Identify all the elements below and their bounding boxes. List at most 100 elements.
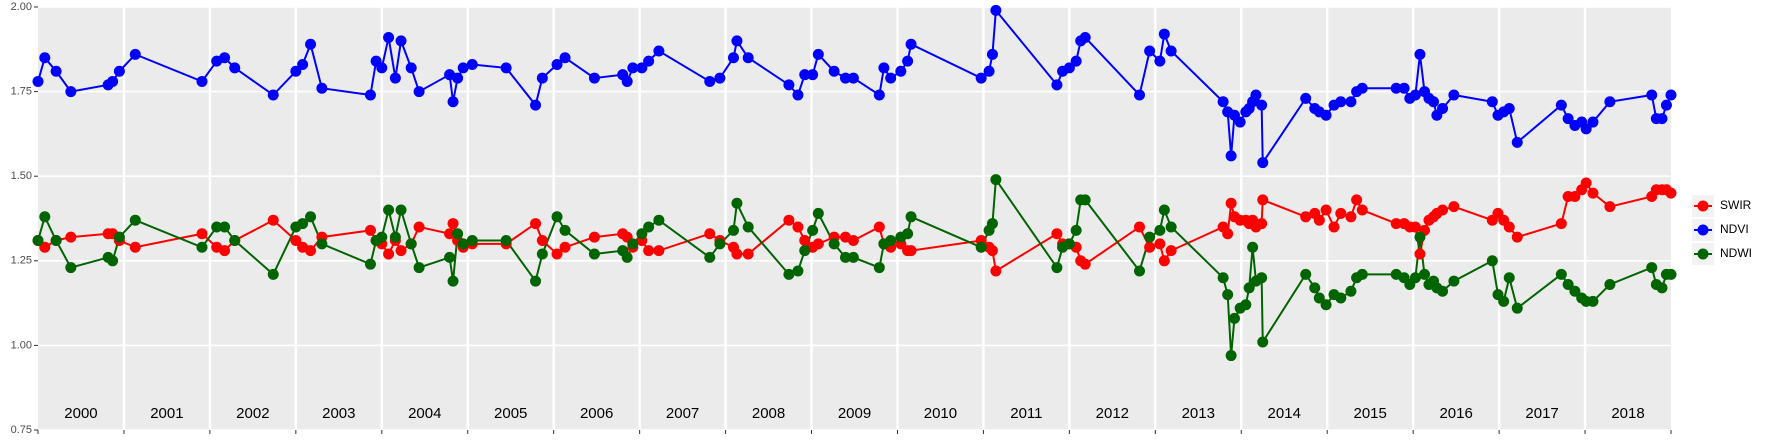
point: [799, 234, 811, 246]
point: [731, 197, 743, 209]
point: [1222, 228, 1234, 240]
point: [107, 255, 119, 267]
point: [1604, 201, 1616, 213]
point: [530, 275, 542, 287]
point: [39, 211, 51, 223]
point: [885, 72, 897, 84]
point: [405, 62, 417, 74]
point: [792, 221, 804, 233]
point: [1154, 238, 1166, 250]
point: [1587, 295, 1599, 307]
point: [1154, 55, 1166, 67]
point: [32, 234, 44, 246]
point: [1144, 241, 1156, 253]
point: [383, 248, 395, 260]
point: [643, 245, 655, 257]
point: [1665, 89, 1677, 101]
point: [211, 221, 223, 233]
point: [588, 231, 600, 243]
point: [39, 52, 51, 64]
point: [389, 72, 401, 84]
year-label: 2006: [580, 405, 613, 422]
point: [316, 82, 328, 94]
point: [1414, 48, 1426, 60]
point: [305, 38, 317, 50]
point: [413, 221, 425, 233]
point: [65, 231, 77, 243]
point: [1300, 268, 1312, 280]
point: [990, 4, 1002, 16]
point: [1569, 285, 1581, 297]
point: [621, 251, 633, 263]
point: [39, 241, 51, 253]
point: [1665, 268, 1677, 280]
point: [1356, 82, 1368, 94]
point: [536, 248, 548, 260]
year-label: 2005: [494, 405, 527, 422]
point: [1587, 187, 1599, 199]
point: [1660, 99, 1672, 111]
point: [731, 248, 743, 260]
point: [792, 265, 804, 277]
point: [799, 69, 811, 81]
point: [297, 218, 309, 230]
point: [65, 262, 77, 274]
point: [1250, 89, 1262, 101]
year-label: 2017: [1525, 405, 1558, 422]
point: [1257, 157, 1269, 169]
point: [559, 224, 571, 236]
point: [376, 231, 388, 243]
point: [905, 211, 917, 223]
point: [1154, 224, 1166, 236]
year-label: 2016: [1439, 405, 1472, 422]
point: [364, 89, 376, 101]
year-label: 2007: [666, 405, 699, 422]
point: [1051, 262, 1063, 274]
point: [447, 218, 459, 230]
y-tick-label: 1.25: [11, 255, 32, 267]
point: [364, 258, 376, 270]
legend-point: [1697, 200, 1709, 212]
point: [444, 228, 456, 240]
point: [316, 238, 328, 250]
point: [1320, 299, 1332, 311]
point: [229, 62, 241, 74]
point: [1503, 103, 1515, 115]
legend-label: NDWI: [1720, 246, 1752, 260]
point: [627, 238, 639, 250]
point: [444, 251, 456, 263]
point: [457, 238, 469, 250]
year-label: 2014: [1268, 405, 1301, 422]
point: [1569, 191, 1581, 203]
point: [1503, 272, 1515, 284]
point: [1134, 265, 1146, 277]
point: [1070, 224, 1082, 236]
point: [559, 52, 571, 64]
point: [1079, 258, 1091, 270]
point: [1356, 268, 1368, 280]
point: [395, 35, 407, 47]
legend-label: SWIR: [1720, 198, 1752, 212]
legend-label: NDVI: [1720, 222, 1749, 236]
point: [1356, 204, 1368, 216]
point: [1437, 103, 1449, 115]
point: [551, 211, 563, 223]
point: [1409, 89, 1421, 101]
point: [1079, 31, 1091, 43]
point: [1217, 272, 1229, 284]
year-label: 2002: [236, 405, 269, 422]
point: [196, 75, 208, 87]
point: [1580, 177, 1592, 189]
y-tick-label: 2.00: [11, 1, 32, 13]
point: [290, 234, 302, 246]
y-tick-label: 0.75: [11, 424, 32, 436]
point: [551, 248, 563, 260]
point: [1328, 221, 1340, 233]
point: [643, 55, 655, 67]
point: [1144, 45, 1156, 57]
point: [1165, 245, 1177, 257]
point: [364, 224, 376, 236]
point: [986, 245, 998, 257]
point: [902, 228, 914, 240]
